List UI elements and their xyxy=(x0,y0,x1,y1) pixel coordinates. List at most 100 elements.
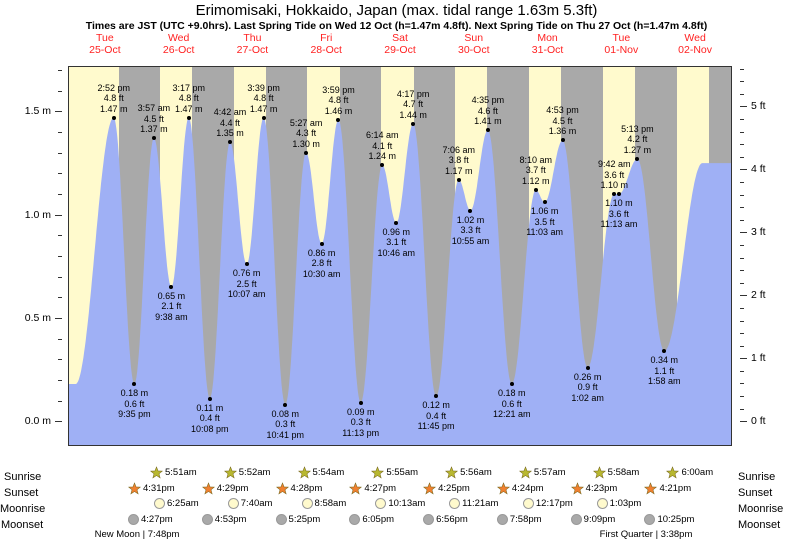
day-header-2: Thu 27-Oct xyxy=(212,32,292,56)
tide-label-line-2: 1:58 am xyxy=(648,376,681,386)
axis-minor-tick xyxy=(58,194,62,196)
axis-minor-tick xyxy=(740,307,744,309)
moonrise-icon xyxy=(375,498,387,509)
left-axis-meters: 1.5 m 1.0 m 0.5 m 0.0 m xyxy=(0,66,62,446)
axis-major-tick xyxy=(55,214,62,216)
tide-label-line-2: 1.35 m xyxy=(216,128,244,139)
high-tide-label: 4:53 pm 4.5 ft 1.36 m xyxy=(546,105,579,137)
moonrise-time: 7:40am xyxy=(240,498,273,509)
tide-point-marker xyxy=(132,382,137,387)
sunset-time: 4:31pm xyxy=(143,483,175,494)
tide-point-marker xyxy=(616,192,621,197)
tide-label-line-0: 3:39 pm xyxy=(247,82,280,93)
tide-label-line-1: 0.4 ft xyxy=(199,413,220,423)
tide-label-line-2: 1.47 m xyxy=(99,103,128,114)
tide-point-marker xyxy=(468,208,473,213)
tide-label-line-1: 0.3 ft xyxy=(350,417,371,428)
star-icon xyxy=(570,482,584,495)
axis-minor-tick xyxy=(740,270,744,272)
right-axis-label-1: 4 ft xyxy=(751,163,766,176)
tide-point-marker xyxy=(612,192,617,197)
moonrise-time: 8:58am xyxy=(314,498,347,509)
moonrise-icon xyxy=(596,498,608,509)
tide-point-marker xyxy=(434,394,439,399)
right-axis-feet: 5 ft 4 ft 3 ft 2 ft 1 ft 0 ft xyxy=(740,66,793,446)
axis-minor-tick xyxy=(58,379,62,381)
axis-minor-tick xyxy=(58,173,62,175)
tide-label-line-0: 0.26 m xyxy=(573,371,602,382)
sunrise-time: 5:55am xyxy=(386,467,419,478)
tide-point-marker xyxy=(358,400,363,405)
tide-point-marker xyxy=(207,396,212,401)
sunrise-entry-2: 5:54am xyxy=(297,466,344,479)
high-tide-label: 7:06 am 3.8 ft 1.17 m xyxy=(442,145,475,177)
tide-label-line-2: 1.10 m xyxy=(600,180,628,191)
tide-label-line-2: 1.46 m xyxy=(324,105,353,116)
moonset-icon xyxy=(570,514,582,525)
high-tide-label: 4:42 am 4.4 ft 1.35 m xyxy=(214,107,247,139)
tide-label-line-1: 2.1 ft xyxy=(161,301,182,312)
day-date: 02-Nov xyxy=(678,44,713,56)
tide-label-line-1: 0.6 ft xyxy=(124,398,145,409)
high-tide-label: 5:27 am 4.3 ft 1.30 m xyxy=(290,118,323,150)
moonrise-entry-4: 11:21am xyxy=(449,498,498,509)
day-date: 26-Oct xyxy=(162,44,195,56)
sunset-time: 4:24pm xyxy=(511,483,544,494)
tide-label-line-0: 3:17 pm xyxy=(172,82,205,93)
sunrise-time: 5:52am xyxy=(238,467,271,478)
star-icon xyxy=(423,482,437,495)
low-tide-label: 0.18 m 0.6 ft 12:21 am xyxy=(493,388,531,420)
tide-point-marker xyxy=(635,156,640,161)
axis-major-tick xyxy=(740,169,747,171)
row-label-sunset-right: Sunset xyxy=(738,487,773,499)
moonrise-entry-6: 1:03pm xyxy=(596,498,642,509)
high-tide-label: 9:42 am 3.6 ft 1.10 m xyxy=(598,159,631,191)
tide-label-line-0: 4:35 pm xyxy=(471,95,505,106)
tide-point-marker xyxy=(542,200,547,205)
moonset-time: 5:25pm xyxy=(288,514,321,525)
moon-phase-1: First Quarter | 3:38pm xyxy=(599,529,693,539)
axis-minor-tick xyxy=(58,256,62,257)
sunrise-time: 5:57am xyxy=(533,467,566,478)
moonrise-entry-1: 7:40am xyxy=(227,498,273,509)
moonrise-icon xyxy=(227,498,239,509)
tide-label-line-1: 4.5 ft xyxy=(552,115,573,126)
day-date: 28-Oct xyxy=(310,44,342,56)
axis-major-tick xyxy=(55,111,62,113)
day-weekday: Mon xyxy=(537,32,558,44)
axis-minor-tick xyxy=(58,90,62,92)
day-date: 25-Oct xyxy=(89,44,121,56)
tide-point-marker xyxy=(585,365,590,370)
moonset-time: 6:56pm xyxy=(436,514,468,525)
moonset-time: 4:53pm xyxy=(214,514,247,525)
star-icon xyxy=(201,482,215,495)
axis-minor-tick xyxy=(58,276,62,278)
moonset-icon xyxy=(644,514,656,525)
day-header-3: Fri 28-Oct xyxy=(286,32,366,56)
axis-minor-tick xyxy=(58,400,62,402)
axis-minor-tick xyxy=(58,152,62,154)
high-tide-label: 3:39 pm 4.8 ft 1.47 m xyxy=(247,83,280,115)
axis-major-tick xyxy=(55,421,62,423)
tide-label-line-0: 0.86 m xyxy=(307,247,336,258)
low-tide-label: 0.11 m 0.4 ft 10:08 pm xyxy=(191,403,229,435)
low-tide-label: 1.10 m 3.6 ft 11:13 am xyxy=(600,198,637,230)
sunset-entry-2: 4:28pm xyxy=(275,482,322,495)
tide-label-line-0: 0.34 m xyxy=(650,355,679,365)
sunrise-time: 5:51am xyxy=(165,467,197,478)
moonrise-icon xyxy=(301,498,313,509)
axis-minor-tick xyxy=(58,132,62,134)
tide-label-line-1: 4.8 ft xyxy=(253,93,274,104)
moonrise-time: 1:03pm xyxy=(609,498,642,509)
star-icon xyxy=(150,466,163,479)
tide-label-line-1: 4.6 ft xyxy=(477,105,498,116)
sunset-entry-5: 4:24pm xyxy=(496,482,544,495)
tide-label-line-1: 4.5 ft xyxy=(143,113,164,124)
day-date: 27-Oct xyxy=(236,44,269,56)
sunset-entry-4: 4:25pm xyxy=(423,482,470,495)
tide-label-line-2: 1:02 am xyxy=(571,392,604,403)
axis-minor-tick xyxy=(740,119,744,121)
moonrise-icon xyxy=(449,498,461,509)
day-date: 30-Oct xyxy=(458,44,490,56)
tide-point-marker xyxy=(186,115,191,120)
